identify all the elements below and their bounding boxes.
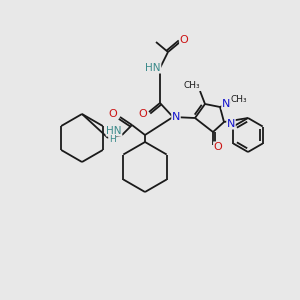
Text: O: O bbox=[180, 35, 188, 45]
Text: CH₃: CH₃ bbox=[184, 82, 200, 91]
Text: CH₃: CH₃ bbox=[231, 95, 247, 104]
Text: N: N bbox=[227, 119, 235, 129]
Text: HN: HN bbox=[145, 63, 161, 73]
Text: N: N bbox=[222, 99, 230, 109]
Text: O: O bbox=[139, 109, 147, 119]
Text: O: O bbox=[109, 109, 117, 119]
Text: H: H bbox=[109, 136, 116, 145]
Text: O: O bbox=[214, 142, 222, 152]
Text: N: N bbox=[172, 112, 180, 122]
Text: HN: HN bbox=[106, 126, 122, 136]
